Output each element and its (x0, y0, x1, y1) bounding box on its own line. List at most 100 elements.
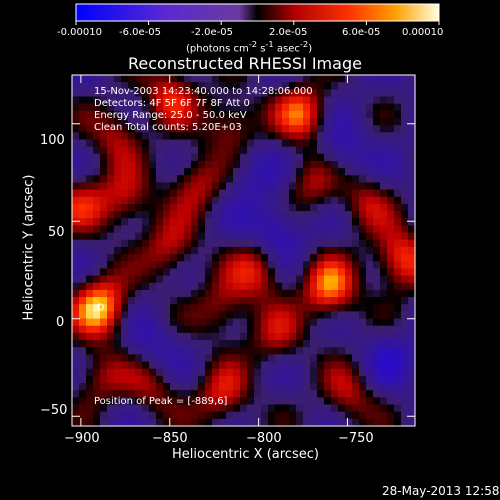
heatmap-cell (359, 82, 367, 90)
heatmap-cell (282, 75, 290, 83)
heatmap-cell (233, 82, 241, 90)
heatmap-cell (380, 125, 388, 133)
heatmap-cell (149, 354, 157, 363)
heatmap-cell (366, 160, 374, 169)
heatmap-cell (324, 289, 332, 298)
heatmap-cell (345, 82, 353, 90)
heatmap-cell (135, 340, 143, 348)
heatmap-cell (121, 275, 129, 284)
heatmap-cell (373, 275, 381, 284)
heatmap-cell (303, 75, 311, 83)
heatmap-cell (373, 182, 381, 191)
heatmap-cell (366, 189, 374, 198)
heatmap-cell (345, 218, 353, 227)
annotation-time-range: 15-Nov-2003 14:23:40.000 to 14:28:06.000 (94, 86, 313, 97)
heatmap-cell (282, 261, 290, 269)
heatmap-cell (373, 146, 381, 155)
heatmap-cell (254, 239, 262, 248)
heatmap-cell (401, 354, 409, 363)
heatmap-cell (149, 404, 157, 413)
heatmap-cell (338, 139, 346, 148)
heatmap-cell (198, 218, 206, 227)
heatmap-cell (380, 268, 388, 277)
heatmap-cell (275, 225, 283, 234)
heatmap-cell (93, 132, 101, 141)
heatmap-cell (79, 418, 87, 427)
heatmap-cell (121, 89, 129, 98)
heatmap-cell (261, 275, 269, 284)
heatmap-cell (191, 225, 199, 234)
heatmap-cell (254, 75, 262, 83)
heatmap-cell (156, 153, 164, 162)
heatmap-cell (135, 189, 143, 198)
heatmap-cell (303, 132, 311, 141)
heatmap-cell (191, 411, 199, 420)
heatmap-cell (149, 332, 157, 341)
heatmap-cell (156, 103, 164, 112)
heatmap-cell (226, 189, 234, 198)
heatmap-cell (219, 203, 227, 212)
heatmap-cell (233, 175, 241, 184)
heatmap-cell (247, 418, 255, 427)
heatmap-cell (254, 182, 262, 191)
heatmap-cell (268, 297, 276, 305)
heatmap-cell (72, 340, 80, 348)
heatmap-cell (345, 282, 353, 291)
heatmap-cell (205, 390, 213, 398)
heatmap-cell (114, 254, 122, 262)
heatmap-cell (72, 246, 80, 255)
heatmap-cell (121, 246, 129, 255)
heatmap-cell (135, 418, 143, 427)
heatmap-cell (254, 383, 262, 391)
heatmap-cell (177, 254, 185, 262)
heatmap-cell (163, 75, 171, 83)
heatmap-cell (219, 282, 227, 291)
heatmap-cell (289, 383, 297, 391)
heatmap-cell (107, 125, 115, 133)
heatmap-cell (163, 160, 171, 169)
heatmap-cell (107, 182, 115, 191)
heatmap-cell (163, 354, 171, 363)
heatmap-cell (114, 153, 122, 162)
heatmap-cell (268, 311, 276, 320)
heatmap-cell (366, 390, 374, 398)
heatmap-cell (289, 325, 297, 334)
heatmap-cell (352, 89, 360, 98)
heatmap-cell (128, 418, 136, 427)
heatmap-cell (184, 268, 192, 277)
heatmap-cell (191, 368, 199, 377)
heatmap-cell (107, 361, 115, 370)
heatmap-cell (135, 211, 143, 219)
heatmap-cell (401, 218, 409, 227)
heatmap-cell (100, 361, 108, 370)
heatmap-cell (366, 261, 374, 269)
heatmap-cell (170, 103, 178, 112)
heatmap-cell (226, 304, 234, 312)
heatmap-cell (114, 132, 122, 141)
y-tick-label: −50 (40, 403, 68, 418)
heatmap-cell (135, 268, 143, 277)
heatmap-cell (310, 189, 318, 198)
heatmap-cell (79, 232, 87, 241)
heatmap-cell (107, 82, 115, 90)
heatmap-cell (86, 232, 94, 241)
heatmap-cell (219, 103, 227, 112)
heatmap-cell (170, 160, 178, 169)
heatmap-cell (338, 239, 346, 248)
heatmap-cell (373, 139, 381, 148)
heatmap-cell (380, 225, 388, 234)
heatmap-cell (380, 196, 388, 205)
heatmap-cell (310, 75, 318, 83)
heatmap-cell (86, 175, 94, 184)
heatmap-cell (366, 89, 374, 98)
heatmap-cell (219, 239, 227, 248)
heatmap-cell (184, 153, 192, 162)
heatmap-cell (380, 139, 388, 148)
heatmap-cell (100, 275, 108, 284)
heatmap-cell (72, 297, 80, 305)
heatmap-cell (135, 325, 143, 334)
heatmap-cell (394, 246, 402, 255)
heatmap-cell (408, 89, 416, 98)
heatmap-cell (268, 203, 276, 212)
heatmap-cell (93, 268, 101, 277)
